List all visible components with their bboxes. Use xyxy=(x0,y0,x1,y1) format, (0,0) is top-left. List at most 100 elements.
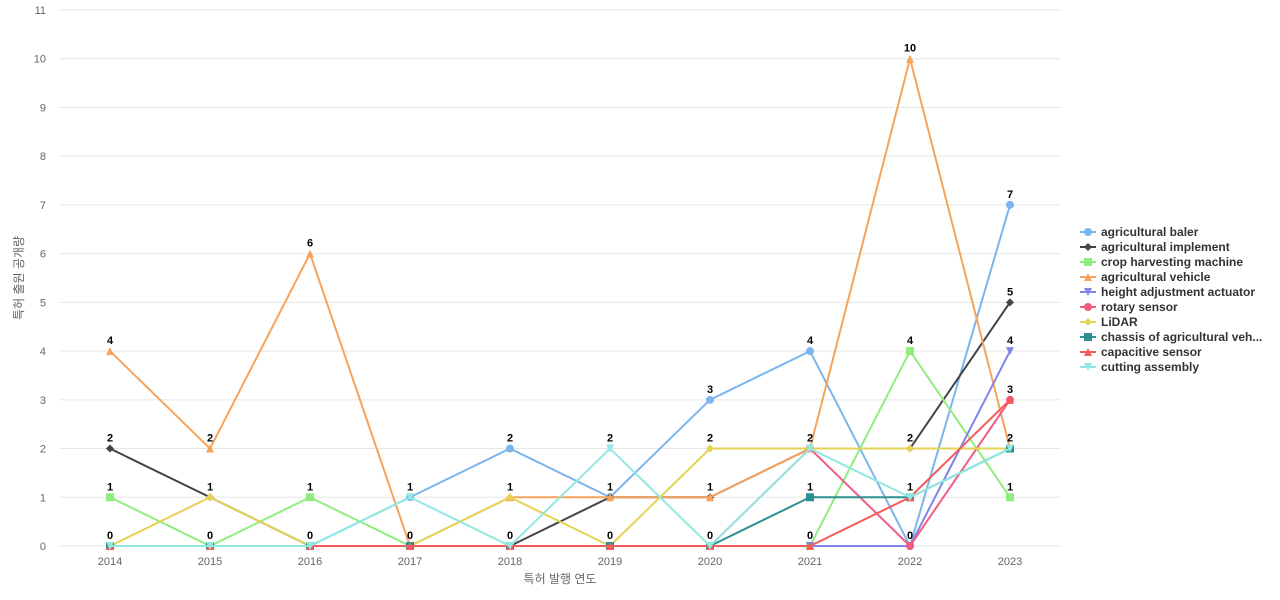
data-point[interactable] xyxy=(1006,298,1014,307)
data-point[interactable] xyxy=(806,542,814,550)
data-label: 1 xyxy=(607,481,613,493)
x-tick-label: 2018 xyxy=(498,556,522,568)
data-point[interactable] xyxy=(306,249,314,258)
legend-item[interactable]: cutting assembly xyxy=(1080,359,1262,374)
series-line xyxy=(109,301,1011,547)
legend-swatch xyxy=(1080,302,1096,311)
data-point[interactable] xyxy=(906,347,914,356)
y-axis-ticks: 0 1 2 3 4 5 6 7 8 9 10 11 xyxy=(34,5,46,553)
x-tick-label: 2017 xyxy=(398,556,422,568)
data-label: 6 xyxy=(307,238,313,250)
legend-swatch xyxy=(1080,347,1096,356)
data-point[interactable] xyxy=(906,542,914,550)
data-point[interactable] xyxy=(1006,395,1014,404)
legend-item[interactable]: crop harvesting machine xyxy=(1080,254,1262,269)
x-tick-label: 2022 xyxy=(898,556,922,568)
data-point[interactable] xyxy=(906,444,914,453)
legend-swatch xyxy=(1080,362,1096,371)
x-tick-label: 2016 xyxy=(298,556,322,568)
data-label: 2 xyxy=(807,433,813,445)
data-point[interactable] xyxy=(606,444,614,453)
data-point[interactable] xyxy=(706,542,714,550)
data-point[interactable] xyxy=(506,444,514,453)
data-label: 3 xyxy=(1007,384,1013,396)
legend-marker xyxy=(1084,302,1092,311)
data-label: 1 xyxy=(407,481,413,493)
data-point[interactable] xyxy=(606,493,614,502)
data-point[interactable] xyxy=(206,444,214,453)
legend-marker xyxy=(1084,362,1092,371)
data-label: 0 xyxy=(107,530,113,542)
data-point[interactable] xyxy=(906,54,914,63)
data-point[interactable] xyxy=(306,493,314,502)
legend-item[interactable]: height adjustment actuator xyxy=(1080,284,1262,299)
x-tick-label: 2019 xyxy=(598,556,622,568)
data-point[interactable] xyxy=(206,493,214,502)
legend-label: agricultural implement xyxy=(1101,239,1230,254)
data-point[interactable] xyxy=(506,542,514,550)
y-tick-label: 5 xyxy=(40,297,46,309)
data-point[interactable] xyxy=(806,347,814,356)
data-label: 0 xyxy=(307,530,313,542)
data-point[interactable] xyxy=(306,542,314,550)
data-point[interactable] xyxy=(406,542,414,550)
data-point[interactable] xyxy=(106,347,114,356)
data-label: 4 xyxy=(107,335,114,347)
legend-item[interactable]: LiDAR xyxy=(1080,314,1262,329)
legend-item[interactable]: agricultural baler xyxy=(1080,224,1262,239)
y-tick-label: 6 xyxy=(40,249,46,261)
legend-marker xyxy=(1084,257,1092,266)
legend-item[interactable]: agricultural vehicle xyxy=(1080,269,1262,284)
data-label: 1 xyxy=(107,481,113,493)
legend-marker xyxy=(1084,347,1092,356)
legend-label: capacitive sensor xyxy=(1101,344,1202,359)
data-label: 0 xyxy=(507,530,513,542)
data-point[interactable] xyxy=(706,493,714,502)
data-label: 1 xyxy=(307,481,313,493)
data-point[interactable] xyxy=(806,444,814,453)
data-point[interactable] xyxy=(606,542,614,550)
data-point[interactable] xyxy=(1006,444,1014,453)
data-label: 2 xyxy=(507,433,513,445)
data-label: 2 xyxy=(707,433,713,445)
data-point[interactable] xyxy=(106,444,114,453)
data-point[interactable] xyxy=(206,542,214,550)
data-point[interactable] xyxy=(1006,200,1014,209)
data-label: 1 xyxy=(907,481,913,493)
legend-marker xyxy=(1084,287,1092,296)
data-label: 3 xyxy=(707,384,713,396)
data-label: 4 xyxy=(807,335,814,347)
data-point[interactable] xyxy=(706,444,714,453)
data-point[interactable] xyxy=(506,493,514,502)
x-tick-label: 2020 xyxy=(698,556,722,568)
legend-item[interactable]: chassis of agricultural veh... xyxy=(1080,329,1262,344)
series-line xyxy=(110,204,1011,547)
x-tick-label: 2014 xyxy=(98,556,122,568)
data-point[interactable] xyxy=(906,493,914,502)
y-tick-label: 0 xyxy=(40,541,46,553)
y-tick-label: 8 xyxy=(40,151,46,163)
legend-swatch xyxy=(1080,332,1096,341)
data-point[interactable] xyxy=(1006,347,1014,356)
legend-label: height adjustment actuator xyxy=(1101,284,1256,299)
data-point[interactable] xyxy=(106,542,114,550)
legend-swatch xyxy=(1080,317,1096,326)
data-point[interactable] xyxy=(1006,493,1014,502)
data-point[interactable] xyxy=(706,395,714,404)
data-label: 0 xyxy=(907,530,913,542)
series-line xyxy=(109,447,1010,547)
data-label: 10 xyxy=(904,43,916,55)
data-label: 0 xyxy=(707,530,713,542)
legend-marker xyxy=(1084,332,1092,341)
data-point[interactable] xyxy=(806,493,814,502)
legend-item[interactable]: rotary sensor xyxy=(1080,299,1262,314)
y-tick-label: 2 xyxy=(40,444,46,456)
data-point[interactable] xyxy=(106,493,114,502)
y-tick-label: 3 xyxy=(40,395,46,407)
grid-lines xyxy=(60,9,1060,547)
legend-item[interactable]: agricultural implement xyxy=(1080,239,1262,254)
data-label: 0 xyxy=(607,530,613,542)
legend-item[interactable]: capacitive sensor xyxy=(1080,344,1262,359)
chart-legend: agricultural baler agricultural implement… xyxy=(1080,224,1262,374)
data-point[interactable] xyxy=(406,493,414,502)
